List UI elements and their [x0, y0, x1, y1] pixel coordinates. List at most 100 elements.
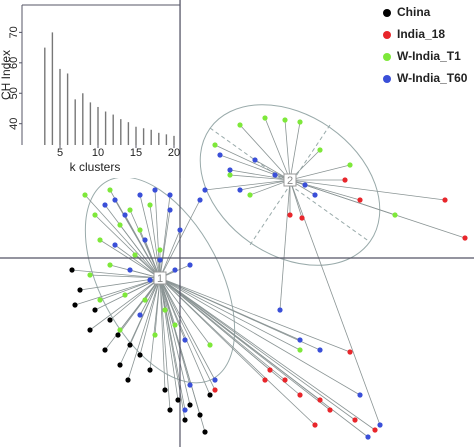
link	[279, 179, 291, 311]
point	[107, 262, 113, 268]
link	[159, 277, 191, 386]
link	[74, 277, 161, 306]
point	[87, 327, 93, 333]
point	[262, 377, 268, 383]
point	[317, 147, 323, 153]
link	[239, 179, 291, 191]
link	[119, 277, 161, 331]
point	[262, 115, 268, 121]
link	[89, 277, 161, 331]
point	[365, 434, 371, 440]
point	[297, 337, 303, 343]
legend-marker	[383, 31, 391, 39]
point	[162, 307, 168, 313]
link	[159, 277, 301, 396]
legend-marker	[383, 53, 391, 61]
point	[137, 192, 143, 198]
point	[132, 252, 138, 258]
point	[342, 177, 348, 183]
point	[187, 402, 193, 408]
link	[89, 274, 161, 279]
link	[149, 204, 161, 279]
point	[347, 162, 353, 168]
point	[172, 322, 178, 328]
x-tick-label: 15	[130, 147, 142, 159]
point	[117, 222, 123, 228]
link	[71, 269, 161, 279]
point	[147, 277, 153, 283]
link	[249, 179, 291, 196]
point	[357, 392, 363, 398]
link	[159, 277, 216, 391]
link	[159, 277, 351, 353]
point	[442, 197, 448, 203]
point	[297, 347, 303, 353]
cluster-ellipse	[84, 176, 236, 384]
point	[207, 392, 213, 398]
point	[212, 387, 218, 393]
point	[299, 215, 305, 221]
point	[297, 392, 303, 398]
point	[197, 197, 203, 203]
cluster-label: 1	[157, 273, 163, 285]
x-tick-label: 5	[57, 147, 63, 159]
point	[102, 202, 108, 208]
point	[127, 207, 133, 213]
link	[289, 179, 396, 216]
point	[69, 267, 75, 273]
point	[87, 272, 93, 278]
point	[227, 167, 233, 173]
link	[214, 144, 291, 181]
point	[277, 307, 283, 313]
link	[159, 277, 211, 396]
point	[167, 207, 173, 213]
point	[175, 397, 181, 403]
link	[159, 277, 216, 381]
cluster-label: 2	[287, 175, 293, 187]
inset: 40 50 60 70 5 10 15 20	[8, 26, 180, 159]
point	[97, 297, 103, 303]
link	[139, 277, 161, 356]
cluster-center	[283, 173, 297, 187]
point	[127, 342, 133, 348]
point	[227, 172, 233, 178]
point	[127, 267, 133, 273]
link	[79, 277, 161, 291]
point	[217, 152, 223, 158]
link	[204, 179, 291, 191]
legend-label: W-India_T1	[397, 49, 461, 63]
link	[289, 164, 351, 181]
point	[287, 212, 293, 218]
point	[372, 427, 378, 433]
link	[159, 277, 191, 406]
y-tick-label: 60	[8, 57, 20, 69]
point	[167, 407, 173, 413]
point	[162, 387, 168, 393]
link	[159, 277, 356, 421]
link	[159, 277, 171, 411]
link	[159, 277, 376, 431]
point	[102, 347, 108, 353]
point	[112, 197, 118, 203]
point	[317, 397, 323, 403]
link	[229, 174, 291, 181]
point	[347, 349, 353, 355]
link	[159, 229, 181, 279]
point	[152, 187, 158, 193]
cluster-center	[153, 271, 167, 285]
point	[182, 337, 188, 343]
point	[272, 172, 278, 178]
link	[159, 277, 321, 351]
link	[289, 179, 361, 201]
point	[212, 377, 218, 383]
inset-background	[0, 0, 180, 178]
point	[197, 412, 203, 418]
point	[157, 247, 163, 253]
point	[107, 187, 113, 193]
point	[357, 197, 363, 203]
link	[124, 214, 161, 279]
point	[125, 377, 131, 383]
point	[302, 182, 308, 188]
point	[237, 187, 243, 193]
point	[97, 237, 103, 243]
